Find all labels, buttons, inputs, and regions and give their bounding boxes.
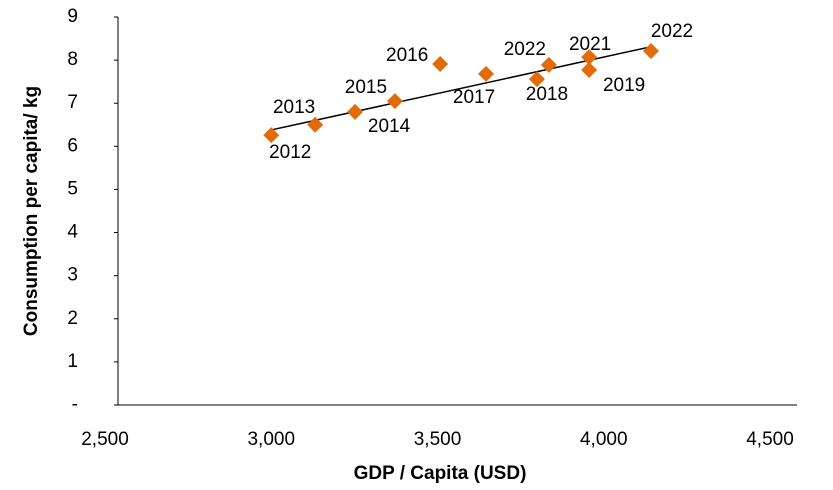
- y-tick-label: 8: [67, 49, 78, 70]
- data-point: [642, 43, 659, 60]
- data-point: [528, 71, 545, 88]
- point-label: 2018: [526, 84, 568, 105]
- y-tick-label: 6: [67, 135, 78, 156]
- x-tick-label: 3,500: [414, 429, 462, 450]
- y-tick-label: 1: [67, 351, 78, 372]
- data-point: [432, 55, 449, 72]
- data-point: [581, 49, 598, 66]
- point-label: 2013: [273, 97, 315, 118]
- point-label: 2017: [453, 87, 495, 108]
- point-label: 2014: [368, 116, 411, 137]
- y-tick-label: 4: [67, 222, 78, 243]
- data-point: [581, 62, 598, 79]
- data-point: [540, 56, 557, 73]
- x-tick-label: 2,500: [81, 429, 129, 450]
- x-axis-title: GDP / Capita (USD): [354, 463, 527, 484]
- y-tick-label: -: [72, 394, 78, 415]
- data-point: [263, 127, 280, 144]
- point-label: 2015: [345, 77, 387, 98]
- data-point: [386, 93, 403, 110]
- y-tick-label: 9: [67, 6, 78, 27]
- point-label: 2021: [569, 34, 611, 55]
- point-label: 2019: [603, 75, 645, 96]
- point-label: 2016: [386, 45, 428, 66]
- y-tick-label: 5: [67, 178, 78, 199]
- y-tick-label: 7: [67, 92, 78, 113]
- data-point: [347, 103, 364, 120]
- y-tick-label: 2: [67, 308, 78, 329]
- x-tick-label: 3,000: [247, 429, 295, 450]
- point-label: 2012: [269, 142, 311, 163]
- data-point: [478, 65, 495, 82]
- y-axis-title: Consumption per capita/ kg: [21, 86, 42, 336]
- data-point: [307, 116, 324, 133]
- x-tick-label: 4,500: [746, 429, 794, 450]
- point-label: 2022: [651, 21, 693, 42]
- point-label: 2022: [504, 39, 546, 60]
- x-tick-label: 4,000: [580, 429, 628, 450]
- y-tick-label: 3: [67, 265, 78, 286]
